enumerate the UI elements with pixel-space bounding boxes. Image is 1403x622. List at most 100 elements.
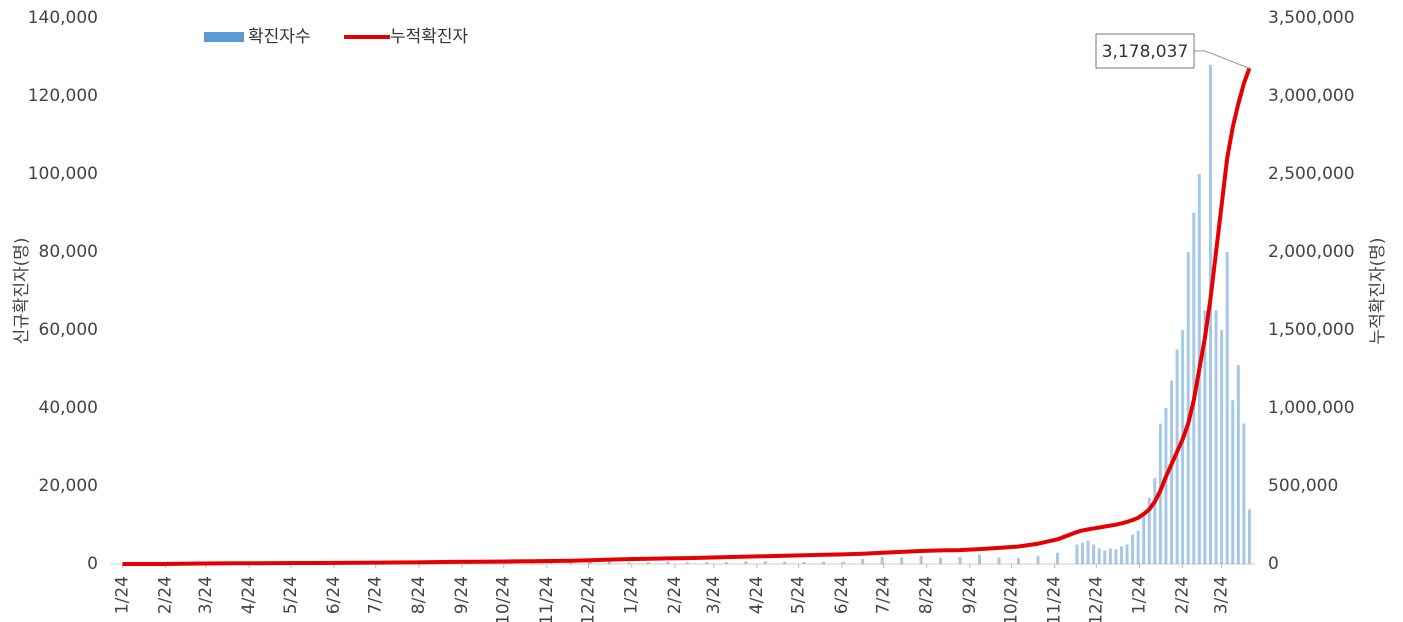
x-tick-label: 11/24 — [537, 576, 557, 622]
bar — [1114, 549, 1118, 564]
x-tick-label: 2/24 — [156, 576, 176, 614]
bar — [1147, 497, 1151, 564]
bar — [607, 561, 611, 564]
x-tick-label: 4/24 — [239, 576, 259, 614]
bar — [1208, 64, 1212, 565]
bar — [1220, 330, 1224, 564]
x-tick-label: 2/24 — [665, 576, 685, 614]
bar — [1181, 330, 1185, 564]
y2-tick-label: 3,000,000 — [1268, 86, 1355, 106]
bar — [1153, 478, 1157, 564]
bar — [569, 562, 573, 564]
x-tick-label: 6/24 — [832, 576, 852, 614]
x-tick-label: 4/24 — [747, 576, 767, 614]
x-tick-label: 9/24 — [960, 576, 980, 614]
value-label: 3,178,037 — [1102, 42, 1189, 62]
bar — [1131, 534, 1135, 564]
bar — [1231, 400, 1235, 564]
bar — [666, 561, 670, 564]
y2-tick-label: 3,500,000 — [1268, 8, 1355, 28]
bar — [861, 558, 865, 564]
bar — [1125, 544, 1129, 564]
x-tick-label: 1/24 — [622, 576, 642, 614]
bar — [958, 556, 962, 564]
bar — [1108, 548, 1112, 564]
y2-tick-label: 0 — [1268, 554, 1279, 574]
bar — [646, 562, 650, 564]
bar — [997, 557, 1001, 564]
bar — [1097, 548, 1101, 564]
bar — [1203, 310, 1207, 564]
x-tick-label: 12/24 — [579, 576, 599, 622]
bar — [1086, 540, 1090, 564]
x-tick-label: 6/24 — [324, 576, 344, 614]
y2-tick-label: 500,000 — [1268, 476, 1338, 496]
bar — [1186, 252, 1190, 564]
bar — [705, 562, 709, 564]
bar — [627, 562, 631, 564]
x-tick-label: 1/24 — [113, 576, 133, 614]
bar — [685, 562, 689, 564]
legend-label: 누적확진자 — [390, 27, 469, 47]
bar — [1055, 552, 1059, 564]
y-tick-label: 80,000 — [39, 242, 98, 262]
y-tick-label: 0 — [87, 554, 98, 574]
x-tick-label: 7/24 — [366, 576, 386, 614]
x-tick-label: 3/24 — [1212, 576, 1232, 614]
bar — [822, 561, 826, 564]
x-tick-label: 11/24 — [1045, 576, 1065, 622]
bar — [939, 557, 943, 564]
y2-tick-label: 2,000,000 — [1268, 242, 1355, 262]
bar — [1075, 544, 1079, 564]
bar — [841, 561, 845, 564]
bar — [1103, 550, 1107, 564]
bar — [1192, 213, 1196, 564]
legend-swatch — [204, 32, 244, 42]
bar — [744, 561, 748, 564]
x-tick-label: 8/24 — [409, 576, 429, 614]
bar — [1164, 408, 1168, 564]
x-tick-label: 2/24 — [1173, 576, 1193, 614]
x-tick-label: 9/24 — [452, 576, 472, 614]
y2-tick-label: 1,000,000 — [1268, 398, 1355, 418]
y-tick-label: 40,000 — [39, 398, 98, 418]
x-tick-label: 1/24 — [1130, 576, 1150, 614]
x-tick-label: 5/24 — [789, 576, 809, 614]
x-tick-label: 3/24 — [704, 576, 724, 614]
bar — [1175, 349, 1179, 564]
bar — [1136, 530, 1140, 564]
y-tick-label: 140,000 — [28, 8, 98, 28]
y2-tick-label: 2,500,000 — [1268, 164, 1355, 184]
label-leader — [1194, 50, 1250, 69]
y-tick-label: 120,000 — [28, 86, 98, 106]
bar — [1142, 513, 1146, 564]
x-tick-label: 8/24 — [917, 576, 937, 614]
bar — [1247, 509, 1251, 564]
bar — [1170, 380, 1174, 564]
bar — [763, 561, 767, 564]
bar — [1236, 365, 1240, 564]
bar — [724, 562, 728, 564]
bar — [1119, 546, 1123, 564]
line — [122, 67, 1252, 566]
bar — [1225, 252, 1229, 564]
bar — [1242, 423, 1246, 564]
x-tick-label: 10/24 — [1002, 576, 1022, 622]
x-tick-label: 10/24 — [494, 576, 514, 622]
x-tick-label: 7/24 — [874, 576, 894, 614]
x-tick-label: 12/24 — [1086, 576, 1106, 622]
x-tick-label: 5/24 — [281, 576, 301, 614]
bar — [1016, 558, 1020, 564]
y-tick-label: 20,000 — [39, 476, 98, 496]
bar — [1036, 556, 1040, 564]
bar — [919, 555, 923, 564]
y2-tick-label: 1,500,000 — [1268, 320, 1355, 340]
y-axis-label: 신규확진자(명) — [12, 237, 32, 344]
bar — [880, 556, 884, 564]
bar — [783, 561, 787, 564]
y-tick-label: 100,000 — [28, 164, 98, 184]
bar — [978, 554, 982, 564]
bar — [1080, 542, 1084, 564]
legend-label: 확진자수 — [248, 27, 311, 47]
